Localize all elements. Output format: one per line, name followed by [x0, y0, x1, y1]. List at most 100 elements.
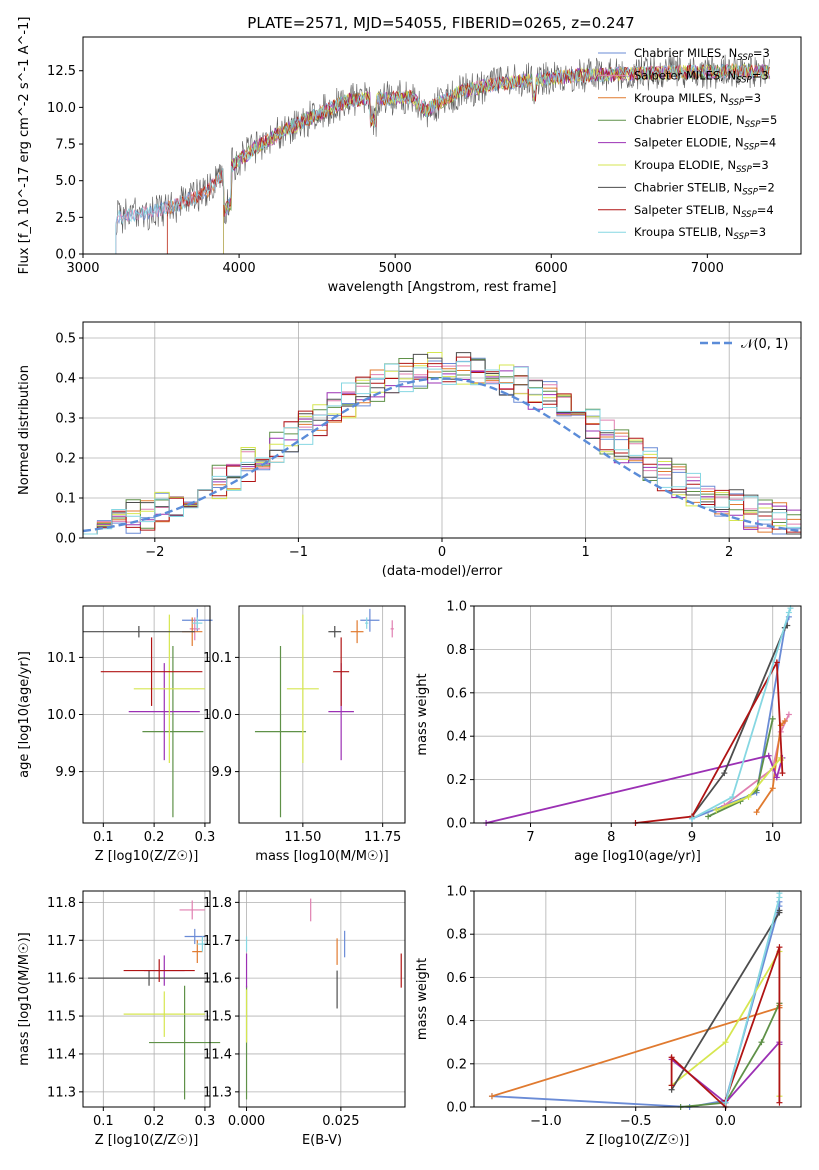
y-axis-label: mass [log10(M/M☉)]	[17, 932, 32, 1065]
mass-weight-series-line	[755, 720, 786, 813]
x-tick-label: 0.0	[715, 1114, 736, 1129]
y-tick-label: 0.4	[446, 730, 467, 745]
x-tick-label: 0.2	[144, 830, 165, 845]
y-axis-label: mass weight	[415, 958, 430, 1040]
x-tick-label: 7	[526, 830, 534, 845]
axes-frame	[473, 890, 802, 1108]
y-tick-label: 11.3	[203, 1085, 232, 1100]
x-axis-label: E(B-V)	[302, 1133, 342, 1148]
y-tick-label: 0.0	[446, 817, 467, 832]
x-axis-label: (data-model)/error	[382, 564, 503, 579]
y-tick-label: 11.8	[47, 896, 76, 911]
x-tick-label: −1	[289, 545, 308, 560]
mass-weight-vs-age-panel: 7 8 9 10 0.0 0.2 0.4 0.6 0.8 1.0 age [log10(age/yr…	[415, 600, 802, 864]
x-tick-label: 0.2	[144, 1114, 165, 1129]
x-tick-label: 0.025	[322, 1114, 359, 1129]
x-tick-label: 8	[607, 830, 615, 845]
x-tick-label: −0.5	[620, 1114, 652, 1129]
x-axis-label: Z [log10(Z/Z☉)]	[95, 1133, 199, 1148]
y-axis-label: Flux [f_λ 10^-17 erg cm^-2 s^-1 A^-1]	[17, 17, 32, 275]
y-tick-label: 0.2	[55, 452, 76, 467]
y-tick-label: 0.4	[446, 1014, 467, 1029]
mass-vs-extinction-panel: 0.000 0.025 11.3 11.4 11.5 11.6 11.7 11.8 E(B-V)	[203, 890, 406, 1148]
y-tick-label: 11.3	[47, 1085, 76, 1100]
y-axis-label: Normed distribution	[17, 365, 32, 495]
x-tick-label: 11.50	[284, 830, 321, 845]
y-tick-label: 2.5	[55, 211, 76, 226]
legend-label: Kroupa MILES, NSSP=3	[634, 91, 761, 108]
y-tick-label: 11.4	[47, 1047, 76, 1062]
spectrum-series-line	[115, 54, 770, 254]
histogram-series-step	[83, 361, 801, 535]
y-tick-label: 0.2	[446, 1057, 467, 1072]
y-tick-label: 9.9	[55, 765, 76, 780]
y-tick-label: 12.5	[47, 64, 76, 79]
y-tick-label: 11.4	[203, 1047, 232, 1062]
y-tick-label: 0.0	[55, 248, 76, 263]
x-tick-label: 2	[725, 545, 733, 560]
legend-label: Kroupa STELIB, NSSP=3	[634, 225, 766, 242]
x-tick-label: −1.0	[530, 1114, 562, 1129]
legend-label: Salpeter ELODIE, NSSP=4	[634, 136, 776, 153]
axes-frame	[82, 36, 802, 255]
x-tick-label: 9	[688, 830, 696, 845]
y-tick-label: 10.0	[47, 101, 76, 116]
x-tick-label: 6000	[535, 261, 568, 276]
x-tick-label: 0.3	[195, 830, 216, 845]
age-vs-mass-panel: 11.50 11.75 9.9 10.0 10.1 mass [log10(M/M☉)]	[203, 605, 406, 864]
legend-label: Chabrier STELIB, NSSP=2	[634, 180, 775, 197]
x-tick-label: 5000	[379, 261, 412, 276]
normal-reference-curve	[82, 377, 802, 533]
y-tick-label: 11.6	[47, 972, 76, 987]
x-tick-label: 3000	[66, 261, 99, 276]
x-tick-label: 10	[764, 830, 781, 845]
x-axis-label: Z [log10(Z/Z☉)]	[586, 1133, 690, 1148]
legend-label: 𝒩(0, 1)	[741, 337, 788, 352]
y-tick-label: 11.7	[203, 934, 232, 949]
y-tick-label: 0.6	[446, 686, 467, 701]
axes-frame	[82, 890, 211, 1108]
y-tick-label: 0.1	[55, 492, 76, 507]
y-tick-label: 0.3	[55, 412, 76, 427]
legend-label: Chabrier MILES, NSSP=3	[634, 46, 770, 63]
residual-histogram-panel: −2 −1 0 1 2 0.0 0.1 0.2 0.3 0.4 0.5 (data-model)/er…	[17, 321, 802, 579]
x-axis-label: Z [log10(Z/Z☉)]	[95, 849, 199, 864]
y-tick-label: 11.7	[47, 934, 76, 949]
y-tick-label: 10.0	[203, 708, 232, 723]
mass-weight-vs-metallicity-panel: −1.0 −0.5 0.0 0.0 0.2 0.4 0.6 0.8 1.0 Z [log10(Z/…	[415, 885, 802, 1148]
spectrum-panel: 3000 4000 5000 6000 7000 0.0 2.5 5.0 7.5 10.0 12.5…	[17, 17, 802, 295]
y-tick-label: 5.0	[55, 174, 76, 189]
y-axis-label: age [log10(age/yr)]	[17, 651, 32, 778]
mass-vs-metallicity-panel: 0.1 0.2 0.3 11.3 11.4 11.5 11.6 11.7 11.8 Z [log1…	[17, 890, 221, 1148]
legend-label: Salpeter MILES, NSSP=3	[634, 68, 769, 85]
y-tick-label: 0.6	[446, 971, 467, 986]
y-tick-label: 0.2	[446, 773, 467, 788]
figure-title: PLATE=2571, MJD=54055, FIBERID=0265, z=0…	[247, 14, 634, 32]
y-tick-label: 11.6	[203, 972, 232, 987]
mass-weight-series-line	[680, 1002, 781, 1108]
x-tick-label: 0.1	[93, 1114, 114, 1129]
y-tick-label: 1.0	[446, 600, 467, 615]
y-tick-label: 11.5	[203, 1010, 232, 1025]
mass-weight-series-line	[691, 607, 792, 820]
y-tick-label: 0.5	[55, 332, 76, 347]
spectrum-series-line	[166, 64, 770, 254]
x-tick-label: 11.75	[364, 830, 401, 845]
legend-label: Kroupa ELODIE, NSSP=3	[634, 158, 769, 175]
y-tick-label: 10.0	[47, 708, 76, 723]
legend-label: Chabrier ELODIE, NSSP=5	[634, 113, 777, 130]
x-tick-label: −2	[145, 545, 164, 560]
y-tick-label: 0.4	[55, 372, 76, 387]
y-tick-label: 9.9	[211, 765, 232, 780]
y-tick-label: 11.8	[203, 896, 232, 911]
y-tick-label: 0.0	[55, 532, 76, 547]
spectrum-series-line	[115, 64, 770, 254]
x-tick-label: 7000	[691, 261, 724, 276]
y-tick-label: 11.5	[47, 1010, 76, 1025]
axes-frame	[238, 890, 406, 1108]
y-tick-label: 1.0	[446, 885, 467, 900]
x-tick-label: 0.3	[195, 1114, 216, 1129]
y-axis-label: mass weight	[415, 673, 430, 755]
y-tick-label: 10.1	[203, 651, 232, 666]
